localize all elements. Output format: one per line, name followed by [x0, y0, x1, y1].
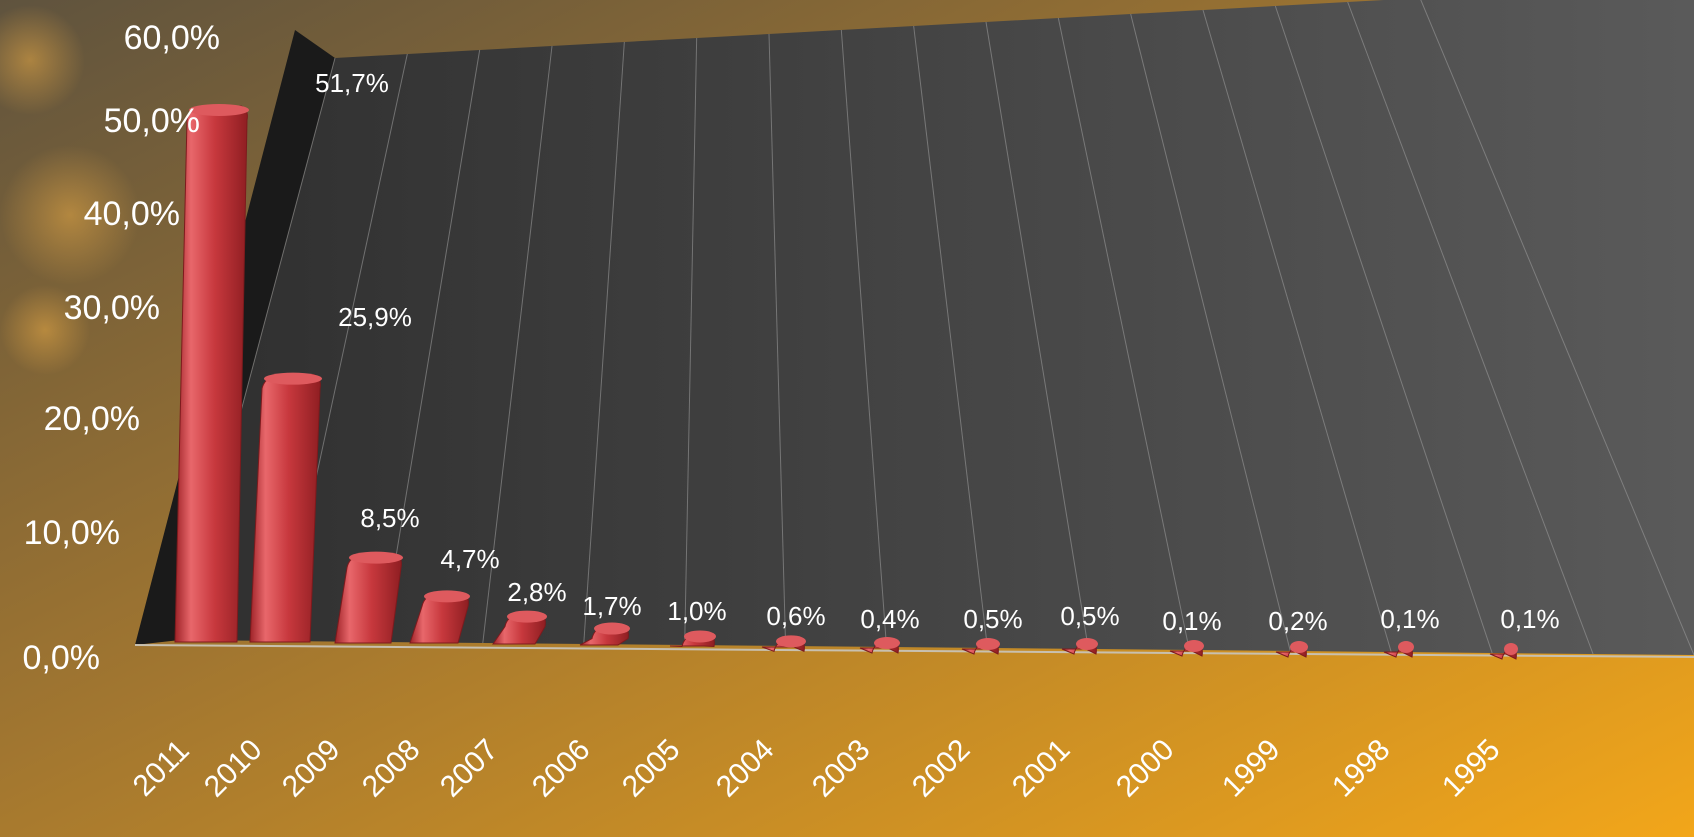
bar-top — [264, 372, 322, 385]
data-label: 0,1% — [1162, 606, 1221, 636]
bar-body — [174, 105, 248, 643]
background-bokeh — [0, 285, 90, 375]
gridline — [1347, 1, 1594, 655]
bar-top — [874, 637, 900, 649]
gridline — [482, 45, 553, 644]
bar-top — [1504, 643, 1518, 655]
bar-2009 — [334, 551, 403, 644]
bar-1995 — [1489, 643, 1518, 660]
bar-body — [249, 374, 321, 643]
gridline — [1420, 0, 1694, 656]
data-label: 4,7% — [440, 544, 499, 574]
data-label: 2,8% — [507, 577, 566, 607]
bar-top — [684, 630, 716, 643]
data-label: 0,5% — [1060, 601, 1119, 631]
bar-2000 — [1169, 640, 1204, 657]
bar-2004 — [761, 635, 806, 653]
bar-top — [507, 610, 547, 623]
gridline — [381, 49, 481, 643]
bar-2001 — [1061, 638, 1098, 655]
gridline — [768, 33, 787, 647]
bar-2003 — [859, 637, 900, 654]
gridline — [985, 21, 1089, 650]
data-label: 25,9% — [338, 302, 412, 332]
bar-top — [594, 622, 630, 635]
bar-1998 — [1383, 641, 1414, 658]
y-tick-label: 0,0% — [23, 639, 101, 677]
bar-top — [776, 635, 806, 648]
data-label: 0,1% — [1500, 604, 1559, 634]
y-tick-label: 10,0% — [24, 514, 120, 552]
data-label: 0,1% — [1380, 604, 1439, 634]
y-tick-label: 50,0% — [104, 102, 200, 140]
bar-top — [424, 590, 470, 603]
data-label: 0,5% — [963, 604, 1022, 634]
bar-2002 — [961, 638, 1000, 655]
bar-top — [976, 638, 1000, 650]
x-axis-line — [134, 644, 1694, 658]
background-bokeh — [0, 145, 140, 285]
bar-2010 — [249, 372, 322, 643]
bar-2007 — [492, 610, 547, 645]
y-tick-label: 20,0% — [44, 400, 140, 438]
data-label: 1,0% — [667, 596, 726, 626]
background-bokeh — [0, 5, 85, 115]
bar-top — [349, 551, 403, 564]
data-label: 51,7% — [315, 68, 389, 98]
y-tick-label: 40,0% — [84, 195, 180, 233]
gridline — [1274, 5, 1493, 654]
bar-2006 — [579, 622, 630, 646]
y-tick-label: 30,0% — [64, 289, 160, 327]
bar-2011 — [174, 104, 249, 643]
gridline — [840, 29, 888, 648]
bar-1999 — [1275, 641, 1308, 658]
gridline — [1057, 17, 1190, 651]
plot-wall — [180, 0, 1694, 655]
data-label: 8,5% — [360, 503, 419, 533]
gridline — [684, 37, 698, 646]
bar-top — [1398, 641, 1414, 653]
gridline — [1130, 13, 1291, 652]
gridline — [913, 25, 988, 649]
data-label: 0,2% — [1268, 606, 1327, 636]
bar-top — [1076, 638, 1098, 650]
bar-2008 — [409, 590, 470, 644]
data-label: 1,7% — [582, 591, 641, 621]
gridline — [583, 41, 625, 645]
gridline — [1202, 9, 1392, 653]
bar-top — [189, 104, 249, 116]
bar-top — [1184, 640, 1204, 652]
data-label: 0,4% — [860, 604, 919, 634]
data-label: 0,6% — [766, 601, 825, 631]
bar-top — [1290, 641, 1308, 653]
bar-2005 — [669, 630, 716, 647]
y-tick-label: 60,0% — [124, 19, 220, 57]
